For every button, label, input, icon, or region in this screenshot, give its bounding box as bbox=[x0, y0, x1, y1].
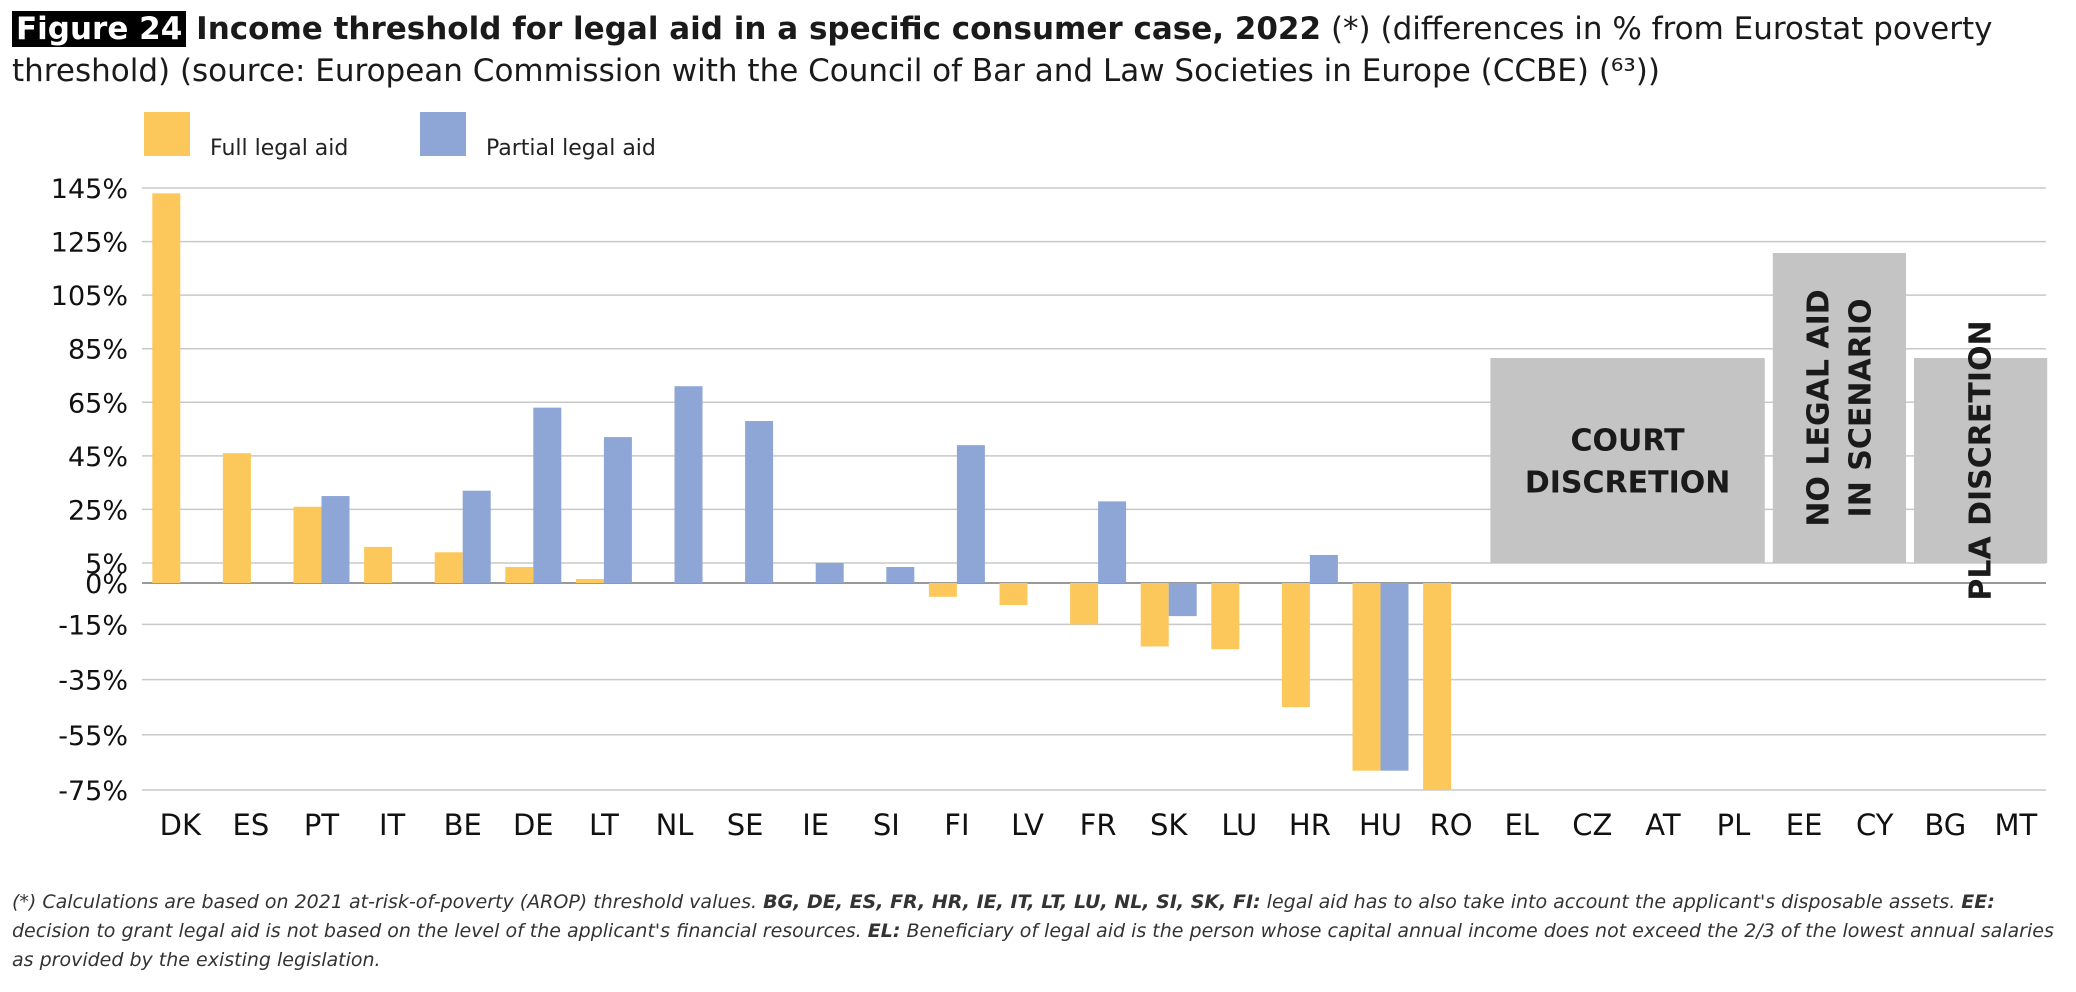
x-tick-label: FI bbox=[944, 808, 969, 842]
legend-label-0: Full legal aid bbox=[210, 136, 348, 161]
bar-HU-partial bbox=[1380, 583, 1409, 771]
bar-chart: 145% 125% 105% 85% 65% 45% 25% 5%0% -15% -35% -55%… bbox=[51, 112, 2048, 842]
y-tick-label: -35% bbox=[58, 666, 128, 697]
annotation-box-2 bbox=[1914, 358, 2048, 563]
bar-IT-full bbox=[364, 546, 393, 583]
figure-label: Figure 24 bbox=[12, 11, 187, 47]
x-tick-label: CZ bbox=[1572, 808, 1612, 842]
x-tick-label: HR bbox=[1289, 808, 1331, 842]
bar-LT-partial bbox=[603, 437, 632, 583]
chart-title: Figure 24 Income threshold for legal aid… bbox=[12, 8, 2062, 92]
legend-swatch-1 bbox=[420, 112, 466, 156]
x-tick-label: SI bbox=[873, 808, 900, 842]
x-tick-label: SE bbox=[727, 808, 764, 842]
x-tick-label: FR bbox=[1080, 808, 1117, 842]
bar-BE-partial bbox=[462, 490, 491, 583]
y-tick-label: 85% bbox=[68, 335, 128, 366]
x-tick-label: PT bbox=[304, 808, 339, 842]
bar-FR-full bbox=[1070, 583, 1099, 625]
footnote-line1-start: (*) Calculations are based on 2021 at-ri… bbox=[12, 891, 758, 913]
bar-LU-full bbox=[1211, 583, 1240, 650]
x-tick-label: DK bbox=[160, 808, 202, 842]
bar-FI-full bbox=[928, 583, 957, 597]
x-tick-label: MT bbox=[1995, 808, 2038, 842]
bar-SE-partial bbox=[745, 421, 774, 583]
annotation-text: PLA DISCRETION bbox=[1964, 320, 1999, 600]
x-tick-label: EL bbox=[1504, 808, 1538, 842]
y-tick-label: 5% bbox=[85, 549, 128, 580]
footnote-line2-mid: decision to grant legal aid is not based… bbox=[12, 920, 862, 942]
x-tick-label: LV bbox=[1011, 808, 1044, 842]
bar-DK-full bbox=[152, 193, 181, 583]
x-tick-label: IT bbox=[379, 808, 406, 842]
footnote-line2-bold2: EL: bbox=[867, 920, 901, 942]
x-tick-label: DE bbox=[513, 808, 554, 842]
bar-IE-partial bbox=[815, 563, 844, 583]
x-tick-label: RO bbox=[1430, 808, 1473, 842]
y-tick-label: 105% bbox=[51, 281, 128, 312]
x-tick-label: HU bbox=[1359, 808, 1402, 842]
bar-FI-partial bbox=[956, 445, 985, 583]
bar-LT-full bbox=[575, 579, 604, 583]
annotation-text: DISCRETION bbox=[1525, 466, 1731, 501]
bar-HR-full bbox=[1281, 583, 1310, 708]
y-tick-label: 145% bbox=[51, 174, 128, 205]
x-tick-label: LU bbox=[1221, 808, 1257, 842]
legend-label-1: Partial legal aid bbox=[486, 136, 656, 161]
y-tick-label: 0% bbox=[85, 569, 128, 600]
y-tick-label: -15% bbox=[58, 610, 128, 641]
bar-SI-partial bbox=[886, 567, 915, 583]
y-tick-label: 65% bbox=[68, 388, 128, 419]
bar-LV-full bbox=[999, 583, 1028, 606]
bar-ES-full bbox=[222, 453, 251, 583]
x-tick-label: PL bbox=[1717, 808, 1751, 842]
legend-swatch-0 bbox=[144, 112, 190, 156]
annotation-box-0 bbox=[1490, 358, 1765, 563]
bar-DE-partial bbox=[533, 407, 562, 583]
footnote: (*) Calculations are based on 2021 at-ri… bbox=[12, 888, 2062, 975]
y-tick-label: -75% bbox=[58, 776, 128, 807]
bar-PT-full bbox=[293, 506, 322, 583]
x-tick-label: BG bbox=[1924, 808, 1966, 842]
bar-BE-full bbox=[434, 552, 463, 583]
bar-SK-full bbox=[1140, 583, 1169, 647]
annotation-text: IN SCENARIO bbox=[1843, 299, 1878, 518]
x-tick-label: LT bbox=[589, 808, 619, 842]
footnote-line1-end: legal aid has to also take into account … bbox=[1266, 891, 1956, 913]
annotation-box-1 bbox=[1772, 253, 1906, 563]
footnote-line2-bold1: EE: bbox=[1961, 891, 1995, 913]
x-tick-label: NL bbox=[656, 808, 694, 842]
bar-NL-partial bbox=[674, 386, 703, 583]
title-main: Income threshold for legal aid in a spec… bbox=[196, 11, 1322, 47]
x-tick-label: BE bbox=[444, 808, 482, 842]
x-tick-label: CY bbox=[1856, 808, 1894, 842]
y-tick-label: 45% bbox=[68, 442, 128, 473]
bar-RO-full bbox=[1423, 583, 1452, 790]
annotation-text: COURT bbox=[1571, 424, 1686, 459]
footnote-line2-end: Beneficiary of legal aid is the person w… bbox=[12, 920, 2054, 971]
footnote-line1-bold: BG, DE, ES, FR, HR, IE, IT, LT, LU, NL, … bbox=[763, 891, 1261, 913]
title-subtitle: (*) (differences in % from Eurostat pove… bbox=[12, 11, 1993, 89]
y-tick-label: 125% bbox=[51, 228, 128, 259]
bar-HR-partial bbox=[1309, 554, 1338, 583]
annotation-text: NO LEGAL AID bbox=[1801, 289, 1836, 526]
x-tick-label: EE bbox=[1786, 808, 1823, 842]
x-tick-label: SK bbox=[1150, 808, 1188, 842]
bar-HU-full bbox=[1352, 583, 1381, 771]
x-tick-label: ES bbox=[233, 808, 270, 842]
bar-PT-partial bbox=[321, 496, 350, 583]
y-tick-label: -55% bbox=[58, 721, 128, 752]
bar-DE-full bbox=[505, 567, 534, 583]
y-tick-label: 25% bbox=[68, 495, 128, 526]
bar-FR-partial bbox=[1098, 501, 1127, 583]
x-tick-label: AT bbox=[1645, 808, 1681, 842]
x-tick-label: IE bbox=[802, 808, 829, 842]
bar-SK-partial bbox=[1168, 583, 1197, 617]
